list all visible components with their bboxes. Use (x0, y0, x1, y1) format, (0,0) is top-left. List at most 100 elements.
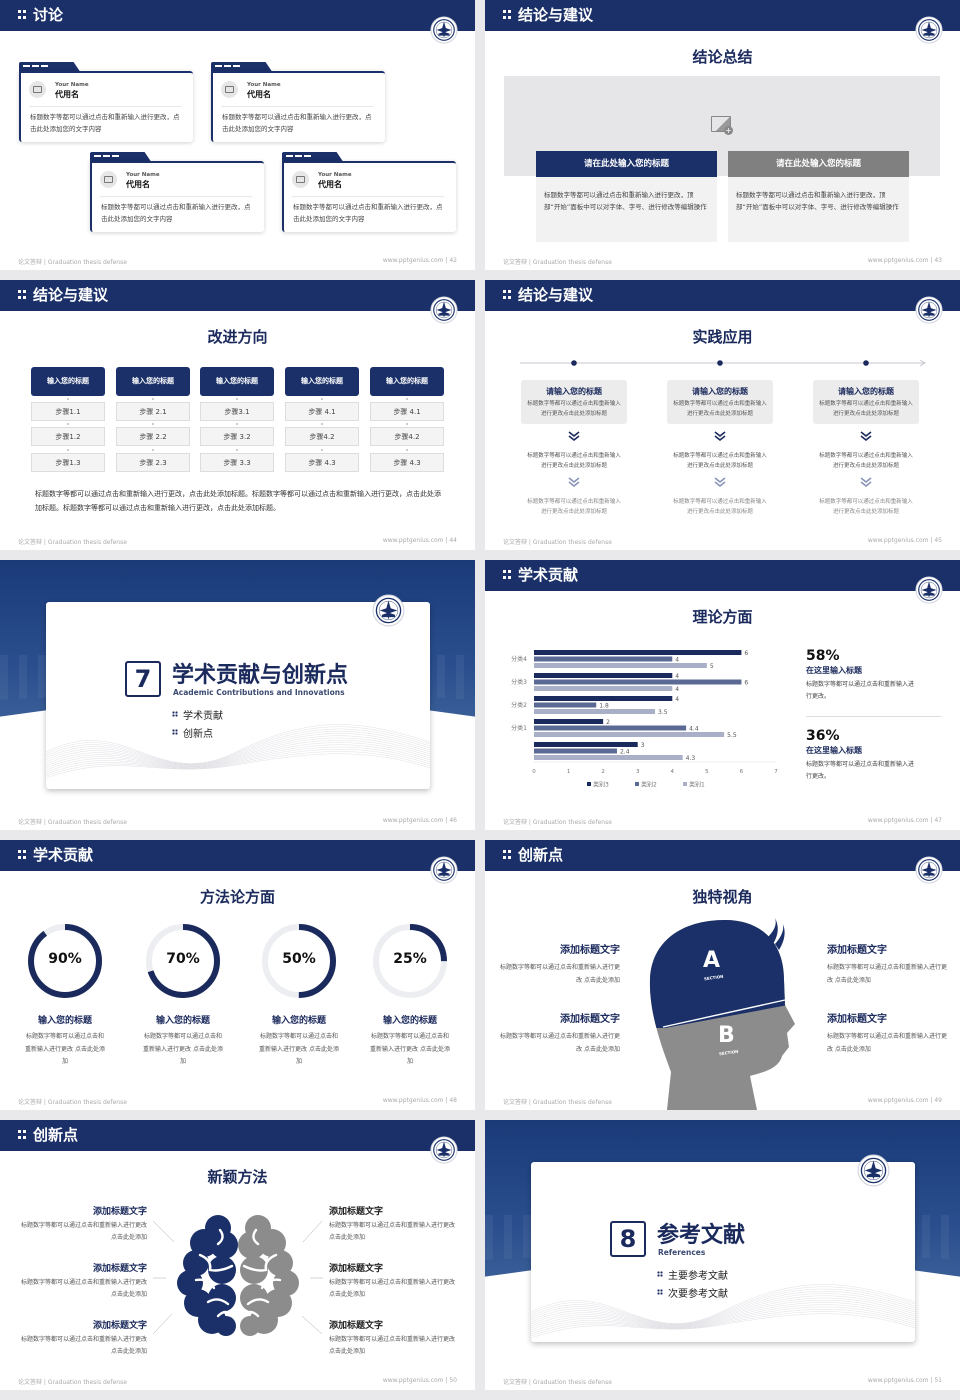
step-box[interactable]: 步骤 4.1 (285, 402, 359, 421)
bar-类别2 (534, 702, 597, 708)
tab-dashes-icon (215, 65, 241, 67)
step-box[interactable]: 步骤1.2 (31, 427, 105, 446)
footer-left: 论文答辩 | Graduation thesis defense (18, 1099, 127, 1106)
step-box[interactable]: 步骤 4.1 (370, 402, 444, 421)
tab-dashes-icon (23, 65, 49, 67)
ring-title: 输入您的标题 (382, 1016, 437, 1026)
bar-类别3 (534, 742, 638, 747)
bullet-dots-icon (657, 1289, 663, 1295)
panel-header: 请在此处输入您的标题 (728, 151, 909, 177)
card-text: 标题数字等都可以通过点击和重新输入进行更改，点击此处添加您的文字内容 (293, 203, 443, 223)
bar-类别1 (534, 663, 707, 668)
name: 代用名 (55, 90, 79, 99)
step-box[interactable]: 步骤 3.2 (200, 427, 274, 446)
step-box[interactable]: 步骤 4.3 (285, 453, 359, 472)
slide-42[interactable]: 讨论 论文答辩 | Graduation thesis defense www.pp… (0, 0, 475, 270)
section-bullet[interactable]: 创新点 (183, 729, 213, 740)
connector-dot (321, 398, 323, 400)
step-box[interactable]: 步骤 2.3 (116, 453, 190, 472)
slide-48[interactable]: 学术贡献 论文答辩 | Graduation thesis defense www.… (0, 840, 475, 1110)
section-bullet[interactable]: 次要参考文献 (668, 1289, 728, 1300)
step-box[interactable]: 步骤1.3 (31, 453, 105, 472)
footer-site: www.pptgenius.com (867, 817, 929, 824)
stat-text: 标题数字等都可以通过点击和重新输入进行更改。 (806, 681, 915, 700)
data-label: 6 (744, 680, 748, 687)
card-divider (221, 106, 373, 107)
university-logo (915, 296, 943, 324)
slide-46[interactable]: 7 学术贡献与创新点 Academic Contributions and Inno… (0, 560, 475, 830)
footer-right: www.pptgenius.com | 43 (868, 257, 942, 264)
slide-50[interactable]: 创新点 论文答辩 | Graduation thesis defense www.p… (0, 1120, 475, 1390)
step-box[interactable]: 步骤3.1 (200, 402, 274, 421)
step-box[interactable]: 步骤4.2 (370, 427, 444, 446)
column-header: 输入您的标题 (370, 367, 444, 396)
footer-left: 论文答辩 | Graduation thesis defense (503, 1379, 612, 1386)
slide-title: 改进方向 (207, 328, 268, 346)
step-box[interactable]: 步骤 2.2 (116, 427, 190, 446)
profile-card[interactable]: Your Name 代用名 标题数字等都可以通过点击和重新输入进行更改，点击此处添加… (282, 161, 456, 232)
image-glyph (225, 86, 234, 93)
bar-类别2 (534, 725, 687, 731)
ring-text: 标题数字等都可以通过点击和重新输入进行更改 点击此处添加 (259, 1033, 339, 1065)
section-bullet[interactable]: 主要参考文献 (668, 1271, 728, 1282)
footer-right: www.pptgenius.com | 48 (383, 1097, 457, 1104)
x-tick-label: 7 (774, 769, 778, 775)
section-subtitle: References (658, 1248, 706, 1257)
x-tick-label: 4 (671, 769, 675, 775)
panel-body: 标题数字等都可以通过点击和重新输入进行更改，顶部“开始”面板中可以对字体、字号、… (728, 177, 909, 242)
step-box[interactable]: 步骤1.1 (31, 402, 105, 421)
chevron-down-icon (568, 477, 580, 488)
bar-类别1 (534, 686, 673, 691)
slide-43[interactable]: 结论与建议 论文答辩 | Graduation thesis defense www… (485, 0, 960, 270)
wave-pattern (46, 724, 430, 779)
data-label: 4 (675, 686, 679, 693)
category-label: 分类1 (511, 724, 527, 732)
card-tab (282, 152, 344, 163)
section-number-box: 7 (125, 661, 161, 697)
item-text: 标题数字等都可以通过点击和重新输入进行更改 点击此处添加 (20, 1222, 147, 1241)
bar-类别1 (534, 732, 725, 737)
step-text: 标题数字等都可以通过点击和重新输入进行更改点击此处添加标题 (819, 499, 913, 515)
item-title: 添加标题文字 (560, 1014, 620, 1025)
page-number: 50 (449, 1377, 457, 1384)
brain-fold (198, 1253, 234, 1272)
connector-dot (67, 398, 69, 400)
avatar-image-icon (221, 81, 238, 98)
profile-card[interactable]: Your Name 代用名 标题数字等都可以通过点击和重新输入进行更改，点击此处添加… (90, 161, 264, 232)
slide-49[interactable]: 创新点 论文答辩 | Graduation thesis defense www.p… (485, 840, 960, 1110)
profile-card[interactable]: Your Name 代用名 标题数字等都可以通过点击和重新输入进行更改，点击此处添加… (211, 71, 385, 142)
ring-text: 标题数字等都可以通过点击和重新输入进行更改 点击此处添加 (370, 1033, 450, 1065)
university-logo (430, 856, 458, 884)
ring-progress (146, 924, 220, 998)
section-bullet[interactable]: 学术贡献 (183, 711, 223, 722)
category-label: 分类2 (511, 701, 527, 709)
connector-line (152, 1220, 175, 1243)
slide-47[interactable]: 学术贡献 论文答辩 | Graduation thesis defense www.… (485, 560, 960, 830)
slide-44[interactable]: 结论与建议 论文答辩 | Graduation thesis defense www… (0, 280, 475, 550)
step-box[interactable]: 步骤 4.3 (370, 453, 444, 472)
card-tab (19, 62, 81, 73)
header-dots-icon (503, 10, 513, 21)
bar-类别3 (534, 696, 673, 701)
step-box[interactable]: 步骤 2.1 (116, 402, 190, 421)
slide-45[interactable]: 结论与建议 论文答辩 | Graduation thesis defense www… (485, 280, 960, 550)
step-box[interactable]: 步骤4.2 (285, 427, 359, 446)
bar-类别2 (534, 656, 673, 662)
university-logo (915, 576, 943, 604)
item-text: 标题数字等都可以通过点击和重新输入进行更改 点击此处添加 (329, 1336, 456, 1355)
item-text: 标题数字等都可以通过点击和重新输入进行更改 点击此处添加 (20, 1279, 147, 1298)
item-title: 添加标题文字 (827, 945, 887, 956)
slide-title: 实践应用 (692, 328, 753, 346)
card-text: 标题数字等都可以通过点击和重新输入进行更改，点击此处添加您的文字内容 (101, 203, 251, 223)
timeline-arrow-icon (919, 359, 926, 367)
step-box[interactable]: 步骤 3.3 (200, 453, 274, 472)
profile-card[interactable]: Your Name 代用名 标题数字等都可以通过点击和重新输入进行更改，点击此处添加… (19, 71, 193, 142)
bar-类别2 (534, 679, 742, 685)
header-dots-icon (18, 290, 28, 301)
brain-fold (206, 1298, 230, 1306)
item-title: 添加标题文字 (560, 945, 620, 956)
name-en: Your Name (247, 82, 281, 88)
page-number: 44 (449, 537, 457, 544)
slide-title: 理论方面 (692, 608, 753, 626)
slide-51[interactable]: 8 参考文献 References 主要参考文献 次要参考文献 论文答辩 | Gradua… (485, 1120, 960, 1390)
